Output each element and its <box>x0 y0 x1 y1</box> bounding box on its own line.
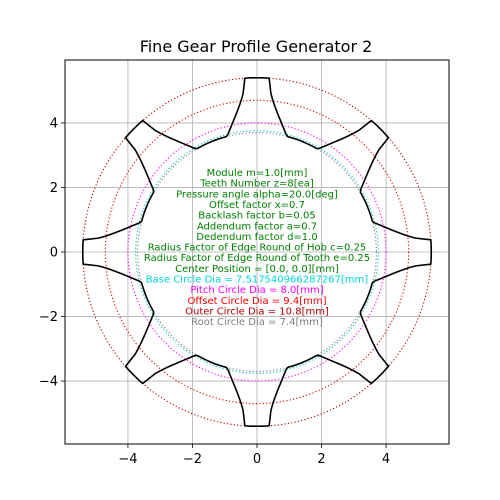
annotation-line: Pitch Circle Dia = 8.0[mm] <box>190 285 323 296</box>
gear-outline <box>81 76 433 428</box>
reference-circle <box>135 130 379 374</box>
annotation-line: Dedendum factor d=1.0 <box>196 232 317 243</box>
annotation-line: Teeth Number z=8[ea] <box>199 179 314 190</box>
x-tick-label: 0 <box>253 452 261 467</box>
y-tick-label: −2 <box>39 310 58 325</box>
annotation-line: Module m=1.0[mm] <box>207 168 308 179</box>
x-tick-label: −2 <box>183 452 202 467</box>
annotation-line: Offset Circle Dia = 9.4[mm] <box>187 296 326 307</box>
x-tick-label: 2 <box>317 452 325 467</box>
x-tick-label: 4 <box>382 452 390 467</box>
annotation-line: Base Circle Dia = 7.517540966287267[mm] <box>146 275 368 286</box>
gear-profile-group <box>81 76 433 428</box>
y-tick-label: 4 <box>50 116 58 131</box>
annotation-line: Center Position = [0.0, 0.0][mm] <box>175 264 339 275</box>
axis-ticks: −4 −2 0 2 4 −4 −2 0 2 4 <box>39 116 390 467</box>
y-tick-label: 2 <box>50 181 58 196</box>
annotation-line: Outer Circle Dia = 10.8[mm] <box>185 306 329 317</box>
y-tick-label: −4 <box>39 375 58 390</box>
annotation-line: Offset factor x=0.7 <box>209 200 305 211</box>
reference-circle <box>104 99 410 405</box>
annotation-line: Radius Factor of Edge Round of Hob c=0.2… <box>148 243 367 254</box>
annotations: Module m=1.0[mm]Teeth Number z=8[ea]Pres… <box>144 168 370 328</box>
annotation-line: Backlash factor b=0.05 <box>198 211 315 222</box>
annotation-line: Root Circle Dia = 7.4[mm] <box>191 317 323 328</box>
x-tick-label: −4 <box>118 452 137 467</box>
reference-circle <box>137 132 377 372</box>
reference-circle <box>127 122 387 382</box>
y-tick-label: 0 <box>50 246 58 261</box>
grid <box>65 60 449 444</box>
chart-title: Fine Gear Profile Generator 2 <box>140 37 373 56</box>
annotation-line: Radius Factor of Edge Round of Tooth e=0… <box>144 253 370 264</box>
annotation-line: Pressure angle alpha=20.0[deg] <box>176 189 338 200</box>
annotation-line: Addendum factor a=0.7 <box>197 221 317 232</box>
